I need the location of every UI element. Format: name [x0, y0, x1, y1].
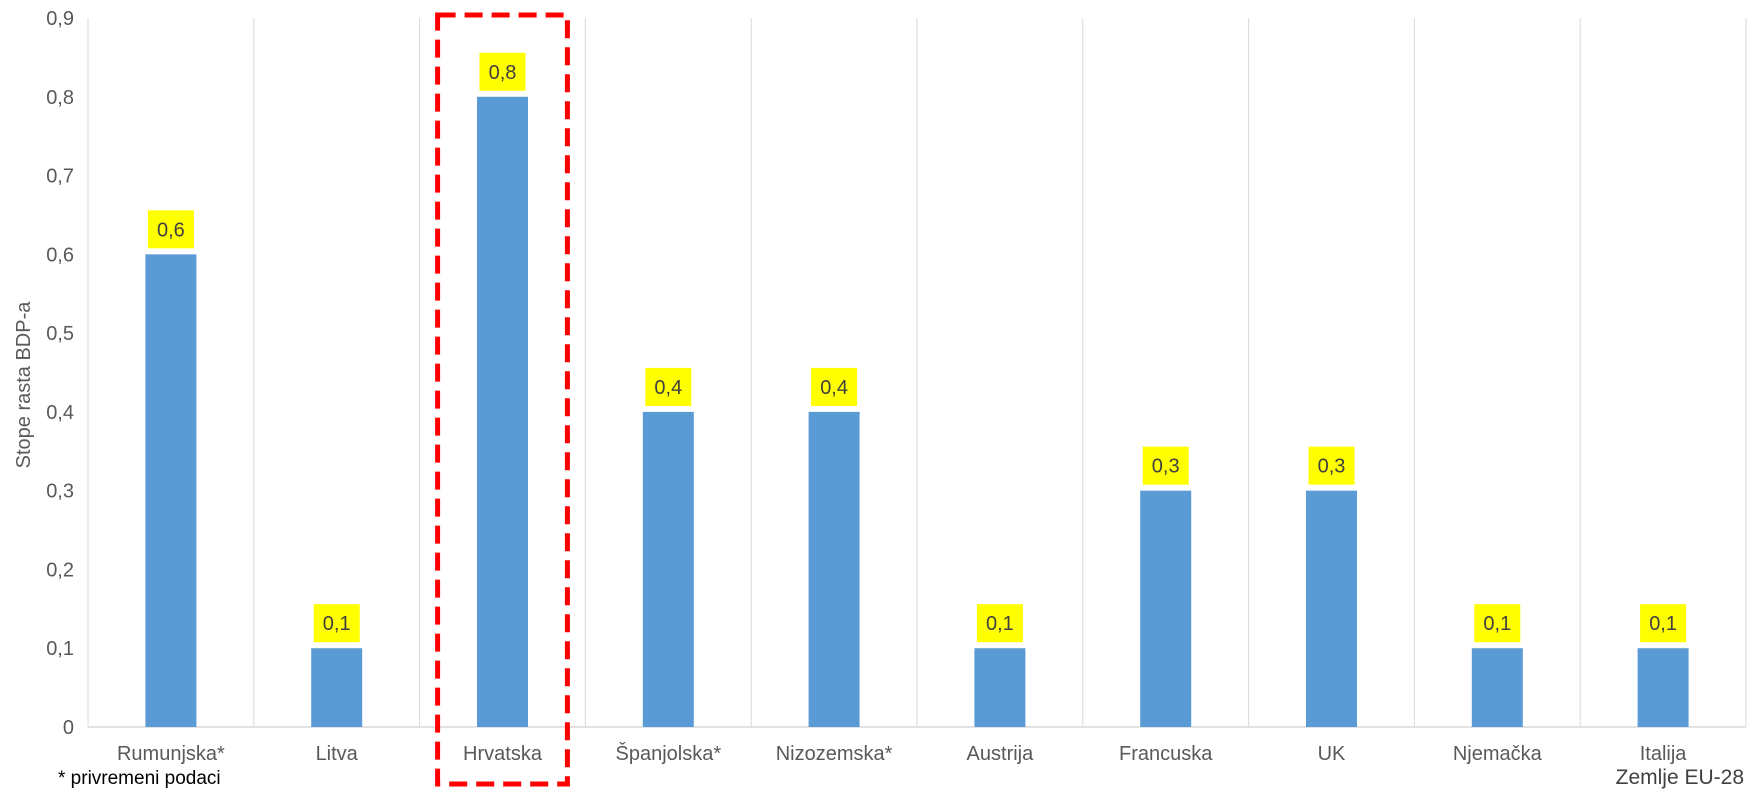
data-label: 0,1 — [1474, 604, 1521, 643]
y-tick-label: 0,4 — [46, 402, 74, 424]
y-tick-label: 0,9 — [46, 8, 74, 30]
data-labels: 0,6 0,1 0,8 0,4 0,4 0,1 0,3 0,3 0,1 0,1 — [147, 52, 1687, 643]
data-label-text: 0,3 — [1152, 456, 1180, 478]
data-label-text: 0,1 — [323, 613, 351, 635]
bar — [145, 254, 197, 728]
data-label: 0,8 — [479, 52, 526, 91]
y-tick-label: 0 — [63, 717, 74, 739]
bar — [311, 648, 363, 727]
bar — [477, 96, 528, 728]
data-label: 0,4 — [811, 367, 858, 406]
bar — [1140, 490, 1192, 727]
data-label-background — [976, 604, 1023, 643]
y-tick-label: 0,3 — [46, 481, 74, 503]
data-label-background — [313, 604, 360, 643]
x-tick-label: Hrvatska — [463, 743, 543, 765]
data-label-background — [479, 52, 526, 91]
x-tick-label: Austrija — [967, 743, 1035, 765]
x-tick-label: Litva — [316, 743, 359, 765]
data-label: 0,3 — [1142, 446, 1189, 485]
data-label-text: 0,1 — [1483, 613, 1511, 635]
data-label-background — [1640, 604, 1687, 643]
data-label-background — [645, 367, 692, 406]
data-label-text: 0,1 — [1649, 613, 1677, 635]
x-tick-label: Njemačka — [1453, 743, 1543, 765]
x-tick-label: Rumunjska* — [117, 743, 225, 765]
x-tick-label: UK — [1318, 743, 1346, 765]
highlight-group — [435, 12, 570, 787]
y-axis-label: Stope rasta BDP-a — [13, 301, 35, 469]
data-label: 0,6 — [147, 210, 194, 249]
data-label-background — [811, 367, 858, 406]
x-tick-label: Španjolska* — [615, 742, 721, 765]
x-axis: Rumunjska* Litva Hrvatska Španjolska* Nizoze… — [117, 742, 1687, 765]
data-label-text: 0,8 — [489, 62, 517, 84]
bars — [145, 96, 1689, 728]
bar — [808, 411, 860, 727]
data-label-text: 0,4 — [654, 377, 682, 399]
bar — [1471, 648, 1523, 727]
y-tick-label: 0,7 — [46, 166, 74, 188]
y-tick-label: 0,2 — [46, 559, 74, 581]
y-tick-label: 0,1 — [46, 638, 74, 660]
x-tick-label: Italija — [1640, 743, 1688, 765]
bar — [1637, 648, 1689, 727]
y-tick-label: 0,8 — [46, 87, 74, 109]
data-label-text: 0,3 — [1318, 456, 1346, 478]
data-label-background — [1474, 604, 1521, 643]
data-label: 0,1 — [1640, 604, 1687, 643]
x-tick-label: Nizozemska* — [776, 743, 893, 765]
data-label-text: 0,4 — [820, 377, 848, 399]
grid-lines — [87, 18, 1747, 728]
data-label-background — [1308, 446, 1355, 485]
data-label-text: 0,1 — [986, 613, 1014, 635]
bar — [642, 411, 694, 727]
data-label-background — [1142, 446, 1189, 485]
data-label: 0,1 — [313, 604, 360, 643]
data-label: 0,3 — [1308, 446, 1355, 485]
bar — [1306, 490, 1357, 727]
data-label: 0,1 — [976, 604, 1023, 643]
highlight-box — [435, 12, 570, 787]
data-label: 0,4 — [645, 367, 692, 406]
y-tick-label: 0,6 — [46, 244, 74, 266]
data-label-background — [147, 210, 194, 249]
bar — [974, 648, 1026, 727]
y-tick-label: 0,5 — [46, 323, 74, 345]
footnote: * privremeni podaci — [58, 768, 221, 789]
y-axis: 0 0,1 0,2 0,3 0,4 0,5 0,6 0,7 0,8 0,9 — [46, 8, 74, 739]
series-note: Zemlje EU-28 — [1615, 766, 1744, 789]
x-tick-label: Francuska — [1119, 743, 1213, 765]
data-label-text: 0,6 — [157, 219, 185, 241]
